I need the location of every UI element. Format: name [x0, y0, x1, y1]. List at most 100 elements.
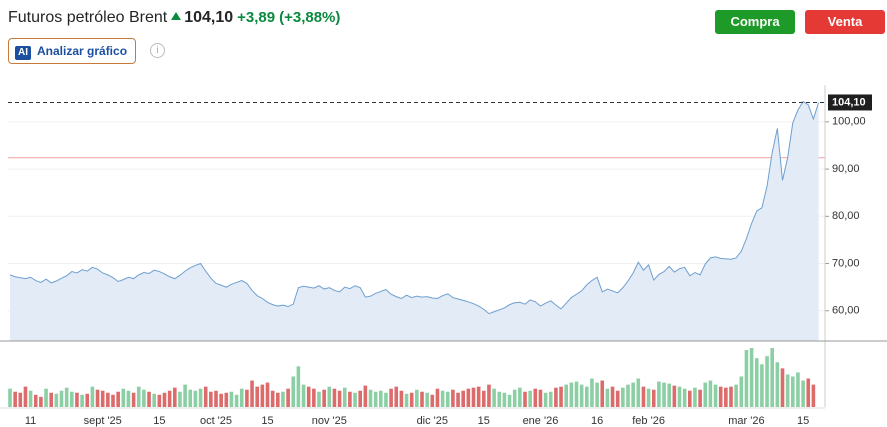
volume-bar [286, 388, 290, 407]
volume-bar [507, 394, 512, 407]
change-pct: (+3,88%) [279, 9, 341, 26]
volume-bar [13, 391, 17, 407]
volume-bar [353, 392, 357, 407]
x-tick-label: feb '26 [632, 415, 665, 427]
volume-bar [80, 394, 84, 407]
volume-bar [718, 386, 723, 407]
volume-bar [136, 386, 141, 407]
volume-bar [209, 391, 213, 407]
volume-bar [250, 380, 254, 407]
volume-bar [255, 386, 259, 407]
volume-bar [672, 385, 677, 407]
volume-bar [631, 382, 635, 407]
volume-bar [600, 380, 605, 407]
volume-bar [688, 390, 692, 407]
volume-bar [543, 392, 548, 407]
info-icon[interactable]: i [150, 43, 165, 58]
x-tick-label: 11 [25, 415, 36, 427]
volume-bar [765, 356, 769, 407]
volume-bar [471, 387, 476, 407]
volume-bar [265, 382, 270, 407]
volume-bar [167, 390, 172, 407]
volume-bar [476, 386, 481, 407]
volume-bar [363, 385, 368, 407]
x-tick-label: 16 [591, 415, 603, 427]
volume-bar [590, 378, 594, 407]
volume-bar [152, 393, 156, 407]
volume-bar [605, 388, 610, 407]
volume-bar [626, 384, 630, 407]
volume-bar [662, 382, 666, 407]
volume-bar [497, 391, 502, 407]
x-tick-label: 15 [478, 415, 490, 427]
volume-bar [796, 372, 800, 407]
y-tick-label: 100,00 [832, 116, 866, 128]
last-price-box [828, 94, 872, 111]
buy-button[interactable]: Compra [715, 10, 795, 34]
volume-bar [420, 391, 424, 407]
volume-bar [49, 392, 53, 407]
volume-bar [121, 388, 126, 407]
price-line [9, 100, 820, 315]
volume-bar [445, 391, 450, 407]
volume-bar [749, 348, 754, 407]
volume-bar [28, 390, 33, 407]
volume-bar [23, 386, 28, 407]
volume-bar [116, 391, 120, 407]
volume-bar [301, 384, 306, 407]
volume-bar [621, 387, 625, 407]
up-arrow [171, 12, 182, 20]
volume-bar [806, 378, 811, 407]
volume-bar [554, 387, 558, 407]
volume-bar [466, 388, 471, 407]
volume-bar [162, 392, 167, 407]
volume-bar [415, 389, 419, 407]
volume-bar [157, 394, 162, 407]
volume-bar [18, 392, 23, 407]
y-tick-label: 90,00 [832, 163, 860, 175]
analyze-button[interactable]: AI Analizar gráfico [8, 38, 137, 64]
volume-bar [260, 384, 265, 407]
volume-bar [219, 393, 223, 407]
volume-bar [615, 390, 620, 407]
volume-bar [368, 389, 373, 407]
volume-bar [270, 390, 275, 407]
volume-bar [482, 390, 486, 407]
volume-bar [281, 391, 285, 407]
volume-bar [342, 387, 347, 407]
volume-bar [425, 392, 429, 407]
volume-bar [100, 390, 105, 407]
volume-bar [595, 382, 599, 407]
volume-bar [306, 386, 311, 407]
volume-bar [518, 387, 522, 407]
volume-bar [451, 389, 455, 407]
volume-bar [188, 389, 193, 407]
x-tick-label: 15 [797, 415, 809, 427]
volume-bar [384, 392, 388, 407]
volume-bar [239, 388, 244, 407]
x-tick-label: sept '25 [84, 415, 122, 427]
volume-bar [502, 392, 507, 407]
volume-bar [229, 391, 234, 407]
volume-bar [178, 391, 182, 407]
volume-bar [147, 391, 151, 407]
volume-bar [533, 388, 538, 407]
volume-bar [693, 387, 697, 407]
sell-button[interactable]: Venta [805, 10, 885, 34]
volume-bar [703, 382, 708, 407]
volume-bar [528, 390, 532, 407]
volume-bar [564, 384, 568, 407]
volume-bar [234, 394, 239, 407]
volume-bar [548, 391, 553, 407]
volume-bar [667, 383, 671, 407]
volume-bar [760, 364, 764, 407]
volume-bar [394, 386, 399, 407]
volume-bar [389, 388, 393, 407]
x-tick-label: 15 [153, 415, 165, 427]
volume-bar [579, 384, 584, 407]
analyze-label: Analizar gráfico [37, 44, 128, 58]
x-tick-label: 15 [261, 415, 273, 427]
volume-bar [811, 384, 816, 407]
volume-bar [193, 390, 198, 407]
